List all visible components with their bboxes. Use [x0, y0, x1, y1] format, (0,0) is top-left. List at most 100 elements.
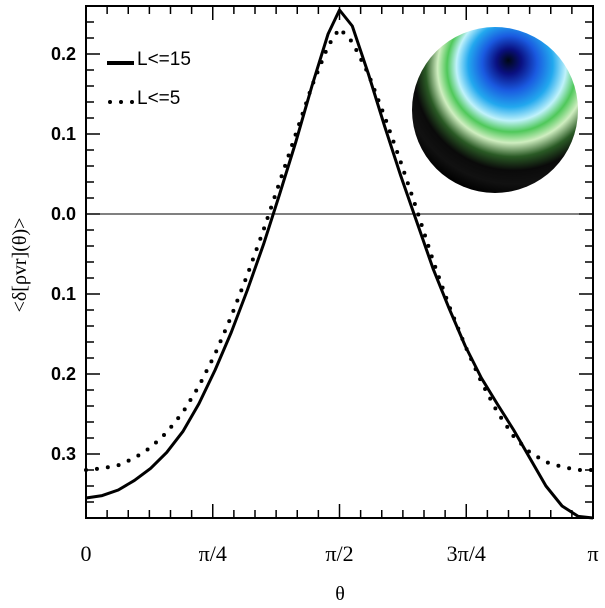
series-point: [262, 226, 267, 231]
y-tick-label: 0.3: [51, 444, 76, 464]
x-tick-label: π/4: [199, 541, 227, 566]
series-point: [436, 275, 441, 280]
axis-ticks: [85, 5, 594, 519]
series-point: [448, 306, 453, 311]
series-point: [214, 349, 219, 354]
series-point: [526, 449, 531, 454]
series-point: [402, 170, 407, 175]
series-point: [94, 466, 99, 471]
series-point: [209, 359, 214, 364]
y-tick-label: 0.0: [51, 204, 76, 224]
series-point: [182, 407, 187, 412]
series-point: [293, 132, 298, 137]
x-tick-label: 3π/4: [447, 541, 486, 566]
series-point: [188, 397, 193, 402]
y-tick-label: 0.1: [51, 124, 76, 144]
series-point: [483, 386, 488, 391]
series-point: [556, 463, 561, 468]
x-tick-labels: 0 π/4 π/2 3π/4 π: [81, 541, 599, 566]
series-point: [359, 57, 364, 62]
y-axis-label: <δ[ρvr](θ)>: [9, 218, 31, 313]
series-point: [429, 254, 434, 259]
y-tick-label: 0.2: [51, 44, 76, 64]
series-point: [456, 326, 461, 331]
series-point: [283, 163, 288, 168]
series-point: [300, 111, 305, 116]
series-point: [290, 143, 295, 148]
series-point: [440, 285, 445, 290]
series-point: [194, 388, 199, 393]
series-point: [488, 396, 493, 401]
series-point: [116, 463, 121, 468]
series-point: [176, 416, 181, 421]
series-point: [391, 139, 396, 144]
y-tick-labels: 0.2 0.1 0.0 0.1 0.2 0.3: [51, 44, 76, 464]
series-point: [269, 205, 274, 210]
series-point: [567, 466, 572, 471]
series-point: [380, 108, 385, 113]
series-point: [444, 295, 449, 300]
series-point: [464, 347, 469, 352]
series-point: [395, 149, 400, 154]
series-point: [227, 319, 232, 324]
legend-label-series-1: L<=15: [137, 49, 191, 70]
series-point: [105, 465, 110, 470]
x-axis-label: θ: [335, 583, 345, 605]
series-point: [265, 216, 270, 221]
series-point: [478, 377, 483, 382]
series-point: [231, 308, 236, 313]
series-point: [84, 468, 88, 472]
series-point: [239, 288, 244, 293]
x-tick-label: π/2: [325, 541, 353, 566]
series-point: [222, 329, 227, 334]
series-point: [511, 434, 516, 439]
series-point: [319, 60, 324, 65]
y-tick-label: 0.1: [51, 284, 76, 304]
series-point: [354, 47, 359, 52]
series-point: [341, 30, 346, 35]
series-point: [422, 233, 427, 238]
series-point: [405, 181, 410, 186]
series-point: [493, 406, 498, 411]
series-point: [334, 30, 339, 35]
series-point: [409, 191, 414, 196]
x-tick-label: π: [587, 541, 598, 566]
series-point: [364, 67, 369, 72]
series-point: [297, 122, 302, 127]
series-point: [577, 468, 582, 472]
series-point: [304, 101, 309, 106]
series-point: [243, 278, 248, 283]
series-point: [145, 447, 150, 452]
series-point: [126, 458, 131, 463]
series-point: [473, 367, 478, 372]
series-point: [412, 202, 417, 207]
series-point: [254, 247, 259, 252]
legend: L<=15 L<=5: [107, 49, 191, 109]
series-point: [426, 243, 431, 248]
series-point: [247, 267, 252, 272]
series-point: [499, 415, 504, 420]
series-point: [328, 40, 333, 45]
series-point: [398, 160, 403, 165]
series-point: [460, 336, 465, 341]
series-point: [372, 87, 377, 92]
series-point: [469, 357, 474, 362]
series-point: [452, 316, 457, 321]
series-point: [505, 424, 510, 429]
series-point: [250, 257, 255, 262]
series-point: [536, 455, 541, 460]
series-point: [368, 77, 373, 82]
series-point: [519, 441, 524, 446]
series-point: [199, 378, 204, 383]
series-point: [315, 70, 320, 75]
inset-sphere: [412, 27, 578, 193]
series-point: [419, 222, 424, 227]
series-point: [136, 453, 141, 458]
series-point: [348, 38, 353, 43]
series-point: [323, 49, 328, 54]
series-point: [588, 468, 593, 472]
y-tick-label: 0.2: [51, 364, 76, 384]
legend-line-dotted: [108, 100, 134, 104]
series-point: [153, 440, 158, 445]
